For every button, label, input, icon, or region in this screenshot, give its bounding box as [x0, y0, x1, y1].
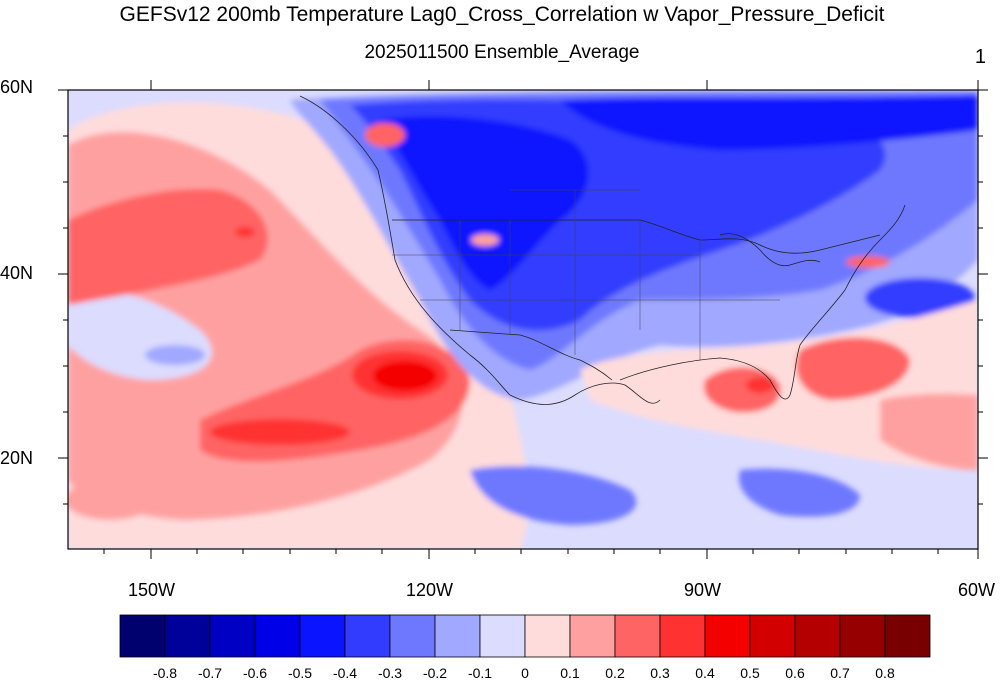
continent-negative-stronger — [380, 116, 589, 290]
rockies-positive-north — [365, 123, 405, 147]
southeast-negative-light — [470, 466, 637, 525]
great-lakes-outline — [719, 233, 821, 267]
colorbar-tick-label: 0.1 — [560, 665, 580, 681]
rockies-positive-south — [471, 234, 499, 246]
colorbar-swatch — [749, 614, 796, 658]
colorbar-tick-label: -0.2 — [422, 665, 448, 681]
colorbar-swatch — [884, 614, 931, 658]
colorbar-tick-label: 0.5 — [740, 665, 760, 681]
colorbar-tick-label: 0.2 — [605, 665, 625, 681]
colorbar-swatch — [434, 614, 481, 658]
colorbar-swatch — [344, 614, 391, 658]
colorbar-tick-label: 0.3 — [650, 665, 670, 681]
colorbar-tick-label: 0.8 — [875, 665, 895, 681]
contour-field — [68, 90, 978, 549]
colorbar-tick-label: -0.8 — [152, 665, 178, 681]
canada-us-border — [392, 219, 881, 254]
state-borders — [392, 189, 780, 360]
colorbar-swatch — [704, 614, 751, 658]
pacific-positive-medium-north — [68, 189, 268, 305]
atlantic-positive-light — [880, 393, 978, 470]
coastlines — [299, 95, 906, 405]
figure-subtitle: 2025011500 Ensemble_Average — [364, 42, 640, 63]
atlantic-negative-strong — [865, 278, 975, 318]
colorbar-swatch — [839, 614, 886, 658]
lon-label-60w: 60W — [958, 580, 996, 600]
colorbar-tick-label: 0.7 — [830, 665, 850, 681]
mexico-coast-line — [509, 382, 661, 405]
colorbar-tick-label: -0.7 — [197, 665, 223, 681]
lon-label-90w: 90W — [684, 580, 722, 600]
pacific-positive-strong-south — [210, 419, 350, 445]
colorbar-tick-label: -0.5 — [287, 665, 313, 681]
colorbar-swatch — [209, 614, 256, 658]
colorbar — [119, 614, 931, 658]
pacific-positive-southwest — [68, 480, 155, 520]
lon-label-120w: 120W — [406, 580, 454, 600]
figure-title: GEFSv12 200mb Temperature Lag0_Cross_Cor… — [119, 3, 885, 26]
colorbar-tick-label: 0 — [521, 665, 529, 681]
hudson-negative-stronger — [560, 95, 978, 150]
colorbar-swatch — [254, 614, 301, 658]
lon-ticks — [103, 80, 979, 559]
colorbar-swatch — [299, 614, 346, 658]
lon-label-150w: 150W — [128, 580, 176, 600]
gulf-coast-line — [619, 204, 906, 400]
colorbar-tick-label: -0.4 — [332, 665, 358, 681]
west-coast-line — [299, 95, 511, 396]
northeast-positive — [846, 256, 890, 268]
lat-label-40n: 40N — [0, 263, 34, 283]
pacific-negative-small — [145, 345, 205, 365]
lat-label-20n: 20N — [0, 448, 34, 468]
us-mexico-border — [449, 329, 613, 381]
colorbar-tick-label: -0.6 — [242, 665, 268, 681]
colorbar-swatch — [794, 614, 841, 658]
colorbar-swatch — [659, 614, 706, 658]
colorbar-swatch — [569, 614, 616, 658]
colorbar-swatch — [119, 614, 166, 658]
colorbar-swatch — [164, 614, 211, 658]
colorbar-swatch — [479, 614, 526, 658]
colorbar-tick-label: -0.1 — [467, 665, 493, 681]
colorbar-tick-label: 0.6 — [785, 665, 805, 681]
colorbar-swatch — [389, 614, 436, 658]
colorbar-swatch — [524, 614, 571, 658]
lat-ticks — [58, 89, 988, 505]
colorbar-tick-label: -0.3 — [377, 665, 403, 681]
gulf-positive-strong — [746, 377, 774, 393]
panel-number: 1 — [974, 46, 986, 68]
colorbar-tick-label: 0.4 — [695, 665, 715, 681]
pacific-positive-spot — [235, 227, 255, 237]
caribbean-negative-light — [739, 468, 860, 517]
lat-label-60n: 60N — [0, 77, 34, 97]
pacific-positive-max — [373, 361, 437, 391]
colorbar-swatch — [614, 614, 661, 658]
atlantic-positive-medium — [796, 337, 910, 400]
